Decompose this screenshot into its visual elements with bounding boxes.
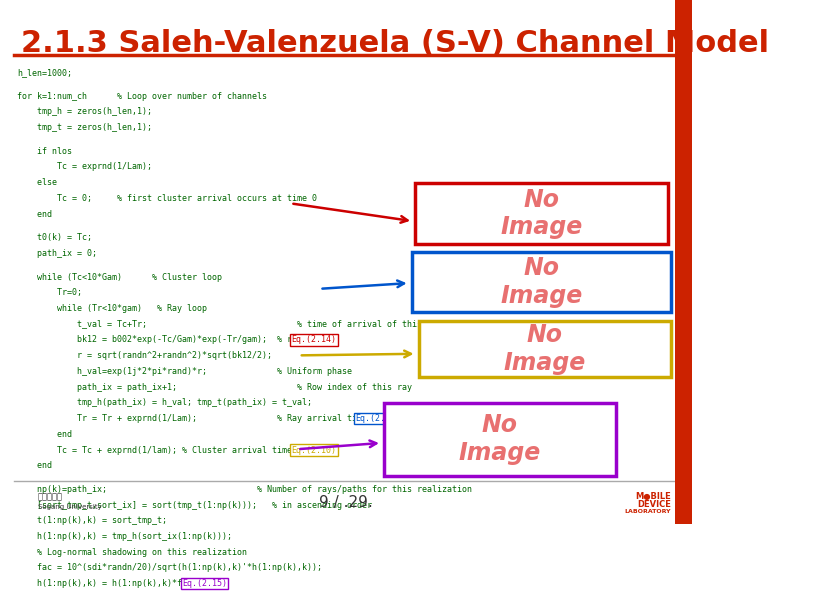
Text: Eq.(2.15): Eq.(2.15) [182,579,227,588]
FancyBboxPatch shape [675,0,692,524]
Text: end: end [17,209,53,218]
FancyBboxPatch shape [418,321,671,377]
Text: 서강대학교: 서강대학교 [38,493,63,502]
Text: else: else [17,178,58,187]
Text: No
Image: No Image [459,414,541,465]
Text: DEVICE: DEVICE [637,500,671,509]
Text: while (Tc<10*Gam)      % Cluster loop: while (Tc<10*Gam) % Cluster loop [17,273,222,281]
Text: 2.1.3 Saleh-Valenzuela (S-V) Channel Model: 2.1.3 Saleh-Valenzuela (S-V) Channel Mod… [21,29,769,58]
Text: % Log-normal shadowing on this realization: % Log-normal shadowing on this realizati… [17,548,247,557]
Text: [sort_tmp_t,sort_ix] = sort(tmp_t(1:np(k)));   % in ascending order: [sort_tmp_t,sort_ix] = sort(tmp_t(1:np(k… [17,500,372,509]
Text: Sogang University: Sogang University [38,505,102,511]
Text: No
Image: No Image [504,323,586,375]
Text: tmp_h(path_ix) = h_val; tmp_t(path_ix) = t_val;: tmp_h(path_ix) = h_val; tmp_t(path_ix) =… [17,399,312,408]
FancyBboxPatch shape [415,183,667,244]
FancyBboxPatch shape [384,403,616,476]
Text: h(1:np(k),k) = tmp_h(sort_ix(1:np(k)));: h(1:np(k),k) = tmp_h(sort_ix(1:np(k))); [17,532,233,541]
Text: 9 / .29.: 9 / .29. [319,494,373,510]
Text: t_val = Tc+Tr;                              % time of arrival of this ray: t_val = Tc+Tr; % time of arrival of this… [17,320,442,328]
Text: t(1:np(k),k) = sort_tmp_t;: t(1:np(k),k) = sort_tmp_t; [17,516,168,525]
Text: No
Image: No Image [501,187,583,240]
Text: Tc = 0;     % first cluster arrival occurs at time 0: Tc = 0; % first cluster arrival occurs a… [17,194,317,203]
Text: end: end [17,430,72,439]
Text: Eq.(2.14): Eq.(2.14) [292,336,336,345]
Text: np(k)=path_ix;                              % Number of rays/paths for this real: np(k)=path_ix; % Number of rays/paths fo… [17,485,473,494]
Text: Tc = Tc + exprnd(1/lam); % Cluster arrival time based on: Tc = Tc + exprnd(1/lam); % Cluster arriv… [17,446,342,455]
Text: Tr = Tr + exprnd(1/Lam);                % Ray arrival time based on: Tr = Tr + exprnd(1/Lam); % Ray arrival t… [17,414,418,423]
Text: for k=1:num_ch      % Loop over number of channels: for k=1:num_ch % Loop over number of cha… [17,92,267,101]
Text: Eq.(2.11): Eq.(2.11) [355,414,399,423]
Text: tmp_h = zeros(h_len,1);: tmp_h = zeros(h_len,1); [17,108,152,117]
Text: bk12 = b002*exp(-Tc/Gam)*exp(-Tr/gam);  % ray power,: bk12 = b002*exp(-Tc/Gam)*exp(-Tr/gam); %… [17,336,342,345]
Text: h(1:np(k),k) = h(1:np(k),k)*fac; %: h(1:np(k),k) = h(1:np(k),k)*fac; % [17,579,212,588]
Text: end: end [17,461,53,470]
Text: Tr=0;: Tr=0; [17,289,82,298]
Text: LABORATORY: LABORATORY [625,509,671,514]
Text: M●BILE: M●BILE [635,493,671,502]
Text: while (Tr<10*gam)   % Ray loop: while (Tr<10*gam) % Ray loop [17,304,207,313]
Text: r = sqrt(randn^2+randn^2)*sqrt(bk12/2);: r = sqrt(randn^2+randn^2)*sqrt(bk12/2); [17,351,272,360]
Text: fac = 10^(sdi*randn/20)/sqrt(h(1:np(k),k)'*h(1:np(k),k));: fac = 10^(sdi*randn/20)/sqrt(h(1:np(k),k… [17,563,322,572]
Text: h_val=exp(1j*2*pi*rand)*r;              % Uniform phase: h_val=exp(1j*2*pi*rand)*r; % Uniform pha… [17,367,353,376]
Text: tmp_t = zeros(h_len,1);: tmp_t = zeros(h_len,1); [17,123,152,132]
Text: No
Image: No Image [501,256,583,308]
Text: Tc = exprnd(1/Lam);: Tc = exprnd(1/Lam); [17,162,152,171]
Text: Eq.(2.10): Eq.(2.10) [292,446,336,455]
Text: path_ix = 0;: path_ix = 0; [17,249,97,258]
Text: h_len=1000;: h_len=1000; [17,68,72,77]
Text: t0(k) = Tc;: t0(k) = Tc; [17,233,92,242]
FancyBboxPatch shape [412,252,671,312]
Text: path_ix = path_ix+1;                        % Row index of this ray: path_ix = path_ix+1; % Row index of this… [17,383,413,392]
Text: if nlos: if nlos [17,147,72,156]
